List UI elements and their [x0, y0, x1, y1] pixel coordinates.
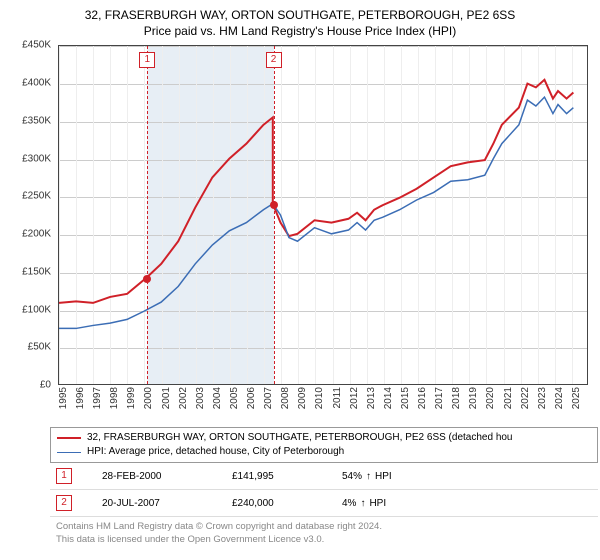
below-chart: 32, FRASERBURGH WAY, ORTON SOUTHGATE, PE…: [50, 427, 598, 546]
sale-hpi: 54% ↑ HPI: [342, 471, 392, 482]
sale-row-marker: 2: [56, 495, 72, 511]
x-tick-label: 2000: [143, 387, 154, 409]
sale-hpi-pct: 54%: [342, 471, 362, 482]
x-tick-label: 2010: [314, 387, 325, 409]
sale-marker-box: 1: [139, 52, 155, 68]
x-tick-label: 2016: [417, 387, 428, 409]
sale-row-marker: 1: [56, 468, 72, 484]
line-layer: [59, 46, 587, 384]
x-tick-label: 2018: [451, 387, 462, 409]
x-tick-label: 2012: [349, 387, 360, 409]
sale-marker-line: [274, 46, 275, 384]
x-tick-label: 2009: [297, 387, 308, 409]
sale-hpi: 4% ↑ HPI: [342, 498, 386, 509]
sale-row: 1 28-FEB-2000 £141,995 54% ↑ HPI: [50, 463, 598, 490]
legend-swatch: [57, 452, 81, 453]
x-tick-label: 2002: [178, 387, 189, 409]
sale-marker-line: [147, 46, 148, 384]
x-tick-label: 2025: [571, 387, 582, 409]
legend-row: HPI: Average price, detached house, City…: [57, 445, 591, 459]
x-tick-label: 2015: [400, 387, 411, 409]
sale-date: 28-FEB-2000: [102, 471, 202, 482]
sale-price: £240,000: [232, 498, 312, 509]
sale-hpi-pct: 4%: [342, 498, 356, 509]
y-tick-label: £300K: [22, 153, 51, 164]
footer-attribution: Contains HM Land Registry data © Crown c…: [50, 517, 598, 546]
x-tick-label: 2022: [520, 387, 531, 409]
series-red: [59, 80, 573, 303]
y-axis: £0£50K£100K£150K£200K£250K£300K£350K£400…: [10, 45, 55, 385]
x-tick-label: 2023: [537, 387, 548, 409]
sale-price: £141,995: [232, 471, 312, 482]
x-tick-label: 2013: [366, 387, 377, 409]
legend-box: 32, FRASERBURGH WAY, ORTON SOUTHGATE, PE…: [50, 427, 598, 463]
y-tick-label: £0: [40, 380, 51, 391]
chart-title: 32, FRASERBURGH WAY, ORTON SOUTHGATE, PE…: [10, 8, 590, 39]
x-tick-label: 1997: [92, 387, 103, 409]
arrow-up-icon: ↑: [360, 498, 365, 509]
title-line-1: 32, FRASERBURGH WAY, ORTON SOUTHGATE, PE…: [10, 8, 590, 24]
x-tick-label: 2008: [280, 387, 291, 409]
y-tick-label: £100K: [22, 304, 51, 315]
x-tick-label: 2007: [263, 387, 274, 409]
sale-date: 20-JUL-2007: [102, 498, 202, 509]
x-tick-label: 2017: [434, 387, 445, 409]
y-tick-label: £450K: [22, 40, 51, 51]
sale-hpi-label: HPI: [369, 498, 386, 509]
y-tick-label: £400K: [22, 77, 51, 88]
x-tick-label: 2004: [212, 387, 223, 409]
series-blue: [59, 97, 573, 328]
legend-label: HPI: Average price, detached house, City…: [87, 445, 344, 459]
legend-row: 32, FRASERBURGH WAY, ORTON SOUTHGATE, PE…: [57, 431, 591, 445]
x-tick-label: 2003: [195, 387, 206, 409]
sale-hpi-label: HPI: [375, 471, 392, 482]
sale-dot: [270, 201, 278, 209]
sale-row: 2 20-JUL-2007 £240,000 4% ↑ HPI: [50, 490, 598, 517]
sales-table: 1 28-FEB-2000 £141,995 54% ↑ HPI 2 20-JUL-2007 £…: [50, 463, 598, 517]
footer-line-2: This data is licensed under the Open Gov…: [56, 534, 592, 546]
legend-label: 32, FRASERBURGH WAY, ORTON SOUTHGATE, PE…: [87, 431, 513, 445]
sale-marker-box: 2: [266, 52, 282, 68]
x-tick-label: 1999: [126, 387, 137, 409]
x-tick-label: 2014: [383, 387, 394, 409]
title-line-2: Price paid vs. HM Land Registry's House …: [10, 24, 590, 40]
y-tick-label: £350K: [22, 115, 51, 126]
x-tick-label: 2020: [485, 387, 496, 409]
y-tick-label: £150K: [22, 266, 51, 277]
x-tick-label: 2019: [468, 387, 479, 409]
x-tick-label: 2011: [332, 387, 343, 409]
plot-region: 12: [58, 45, 588, 385]
legend-swatch: [57, 437, 81, 439]
x-tick-label: 2006: [246, 387, 257, 409]
x-tick-label: 1996: [75, 387, 86, 409]
arrow-up-icon: ↑: [366, 471, 371, 482]
y-tick-label: £250K: [22, 191, 51, 202]
x-tick-label: 1998: [109, 387, 120, 409]
x-tick-label: 2021: [503, 387, 514, 409]
x-tick-label: 2024: [554, 387, 565, 409]
footer-line-1: Contains HM Land Registry data © Crown c…: [56, 521, 592, 533]
x-tick-label: 2005: [229, 387, 240, 409]
y-tick-label: £200K: [22, 229, 51, 240]
chart-area: £0 £50K £100K £150K £200K £250K £300K £350K £400…: [10, 45, 590, 425]
y-tick-label: £50K: [28, 342, 51, 353]
x-axis: 1995 1996 1997 1998 1999 2000 2001 2002 2003 2004…: [58, 385, 588, 425]
sale-dot: [143, 275, 151, 283]
x-tick-label: 1995: [58, 387, 69, 409]
chart-container: 32, FRASERBURGH WAY, ORTON SOUTHGATE, PE…: [0, 0, 600, 560]
x-tick-label: 2001: [161, 387, 172, 409]
